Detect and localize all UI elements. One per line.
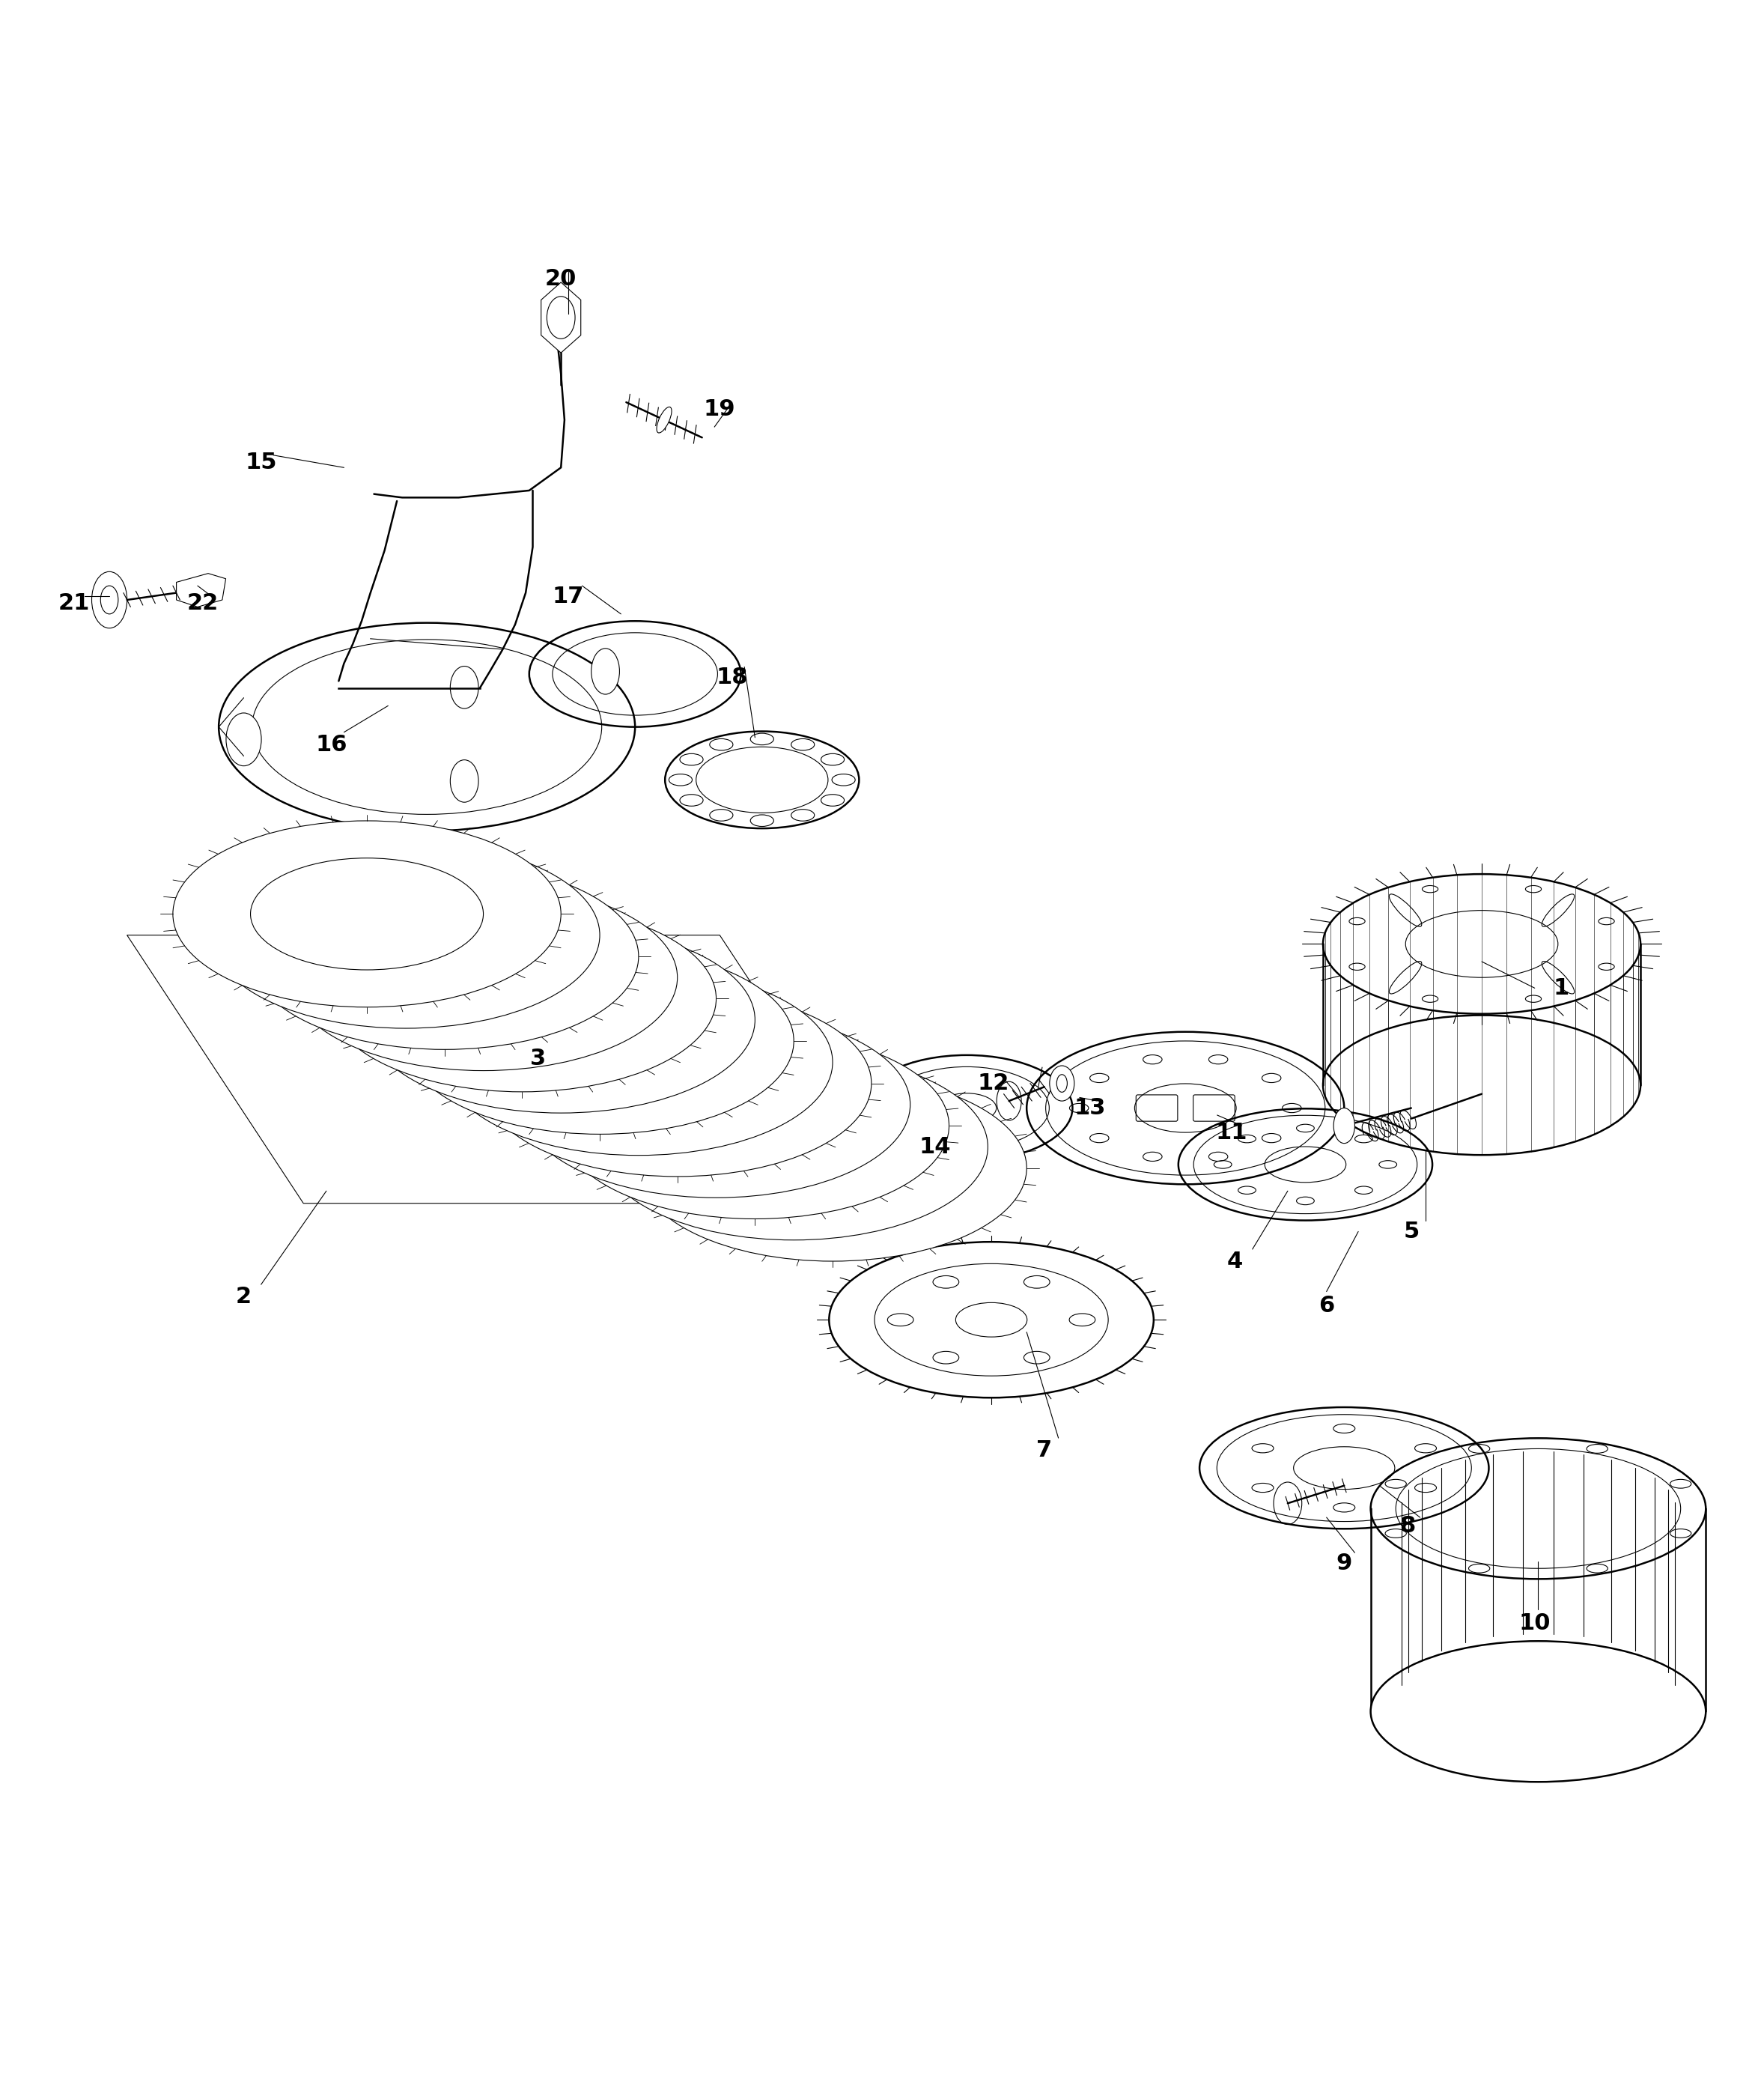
Ellipse shape (219, 623, 635, 831)
Ellipse shape (450, 666, 478, 708)
Ellipse shape (679, 754, 704, 766)
Ellipse shape (1178, 1108, 1432, 1220)
Ellipse shape (665, 731, 859, 829)
Polygon shape (127, 935, 896, 1203)
Text: 5: 5 (1402, 1220, 1420, 1243)
Text: 8: 8 (1399, 1516, 1416, 1537)
Text: 6: 6 (1318, 1295, 1335, 1316)
Ellipse shape (790, 810, 815, 820)
Ellipse shape (1200, 1407, 1489, 1528)
Ellipse shape (250, 864, 639, 1049)
Ellipse shape (226, 712, 261, 766)
Ellipse shape (591, 648, 619, 693)
Ellipse shape (1027, 1033, 1344, 1185)
Ellipse shape (829, 1241, 1154, 1397)
Ellipse shape (790, 739, 815, 750)
Ellipse shape (529, 620, 741, 727)
Ellipse shape (445, 968, 833, 1156)
Ellipse shape (600, 1053, 988, 1241)
Text: 7: 7 (1037, 1439, 1051, 1462)
Text: 10: 10 (1519, 1611, 1551, 1634)
Ellipse shape (1334, 1108, 1355, 1143)
Ellipse shape (750, 814, 774, 827)
Ellipse shape (367, 926, 755, 1114)
Text: 20: 20 (545, 269, 577, 289)
Ellipse shape (173, 820, 561, 1008)
Ellipse shape (1371, 1641, 1706, 1782)
Text: 1: 1 (1552, 976, 1570, 999)
Polygon shape (542, 283, 580, 352)
Text: 15: 15 (245, 452, 277, 473)
Ellipse shape (656, 406, 672, 433)
Text: 2: 2 (236, 1287, 250, 1307)
Ellipse shape (1371, 1439, 1706, 1578)
Ellipse shape (1274, 1482, 1302, 1524)
Ellipse shape (1050, 1066, 1074, 1101)
Text: 13: 13 (1074, 1097, 1106, 1118)
Text: 18: 18 (716, 666, 748, 689)
Text: 4: 4 (1226, 1251, 1244, 1272)
Ellipse shape (289, 885, 677, 1070)
Text: 19: 19 (704, 398, 736, 421)
Text: 14: 14 (919, 1137, 951, 1158)
Ellipse shape (1302, 864, 1662, 1024)
Text: 3: 3 (531, 1047, 545, 1070)
Ellipse shape (406, 947, 794, 1135)
Ellipse shape (833, 775, 856, 785)
Ellipse shape (669, 775, 691, 785)
Text: 16: 16 (316, 733, 348, 756)
Text: 21: 21 (58, 593, 90, 614)
Ellipse shape (328, 906, 716, 1091)
Ellipse shape (639, 1074, 1027, 1262)
Text: 12: 12 (977, 1072, 1009, 1095)
Ellipse shape (861, 1056, 1073, 1162)
Text: 22: 22 (187, 593, 219, 614)
Ellipse shape (561, 1033, 949, 1218)
Ellipse shape (820, 754, 845, 766)
Ellipse shape (750, 733, 774, 745)
Text: 17: 17 (552, 585, 584, 608)
Ellipse shape (92, 573, 127, 629)
Text: 9: 9 (1335, 1553, 1353, 1574)
Ellipse shape (450, 760, 478, 802)
Text: 11: 11 (1215, 1122, 1247, 1143)
Ellipse shape (709, 810, 734, 820)
Ellipse shape (709, 739, 734, 750)
Ellipse shape (522, 1012, 910, 1197)
Ellipse shape (212, 841, 600, 1029)
Ellipse shape (483, 991, 871, 1176)
Ellipse shape (679, 795, 704, 806)
Polygon shape (176, 573, 226, 608)
Ellipse shape (997, 1081, 1021, 1120)
Ellipse shape (820, 795, 845, 806)
